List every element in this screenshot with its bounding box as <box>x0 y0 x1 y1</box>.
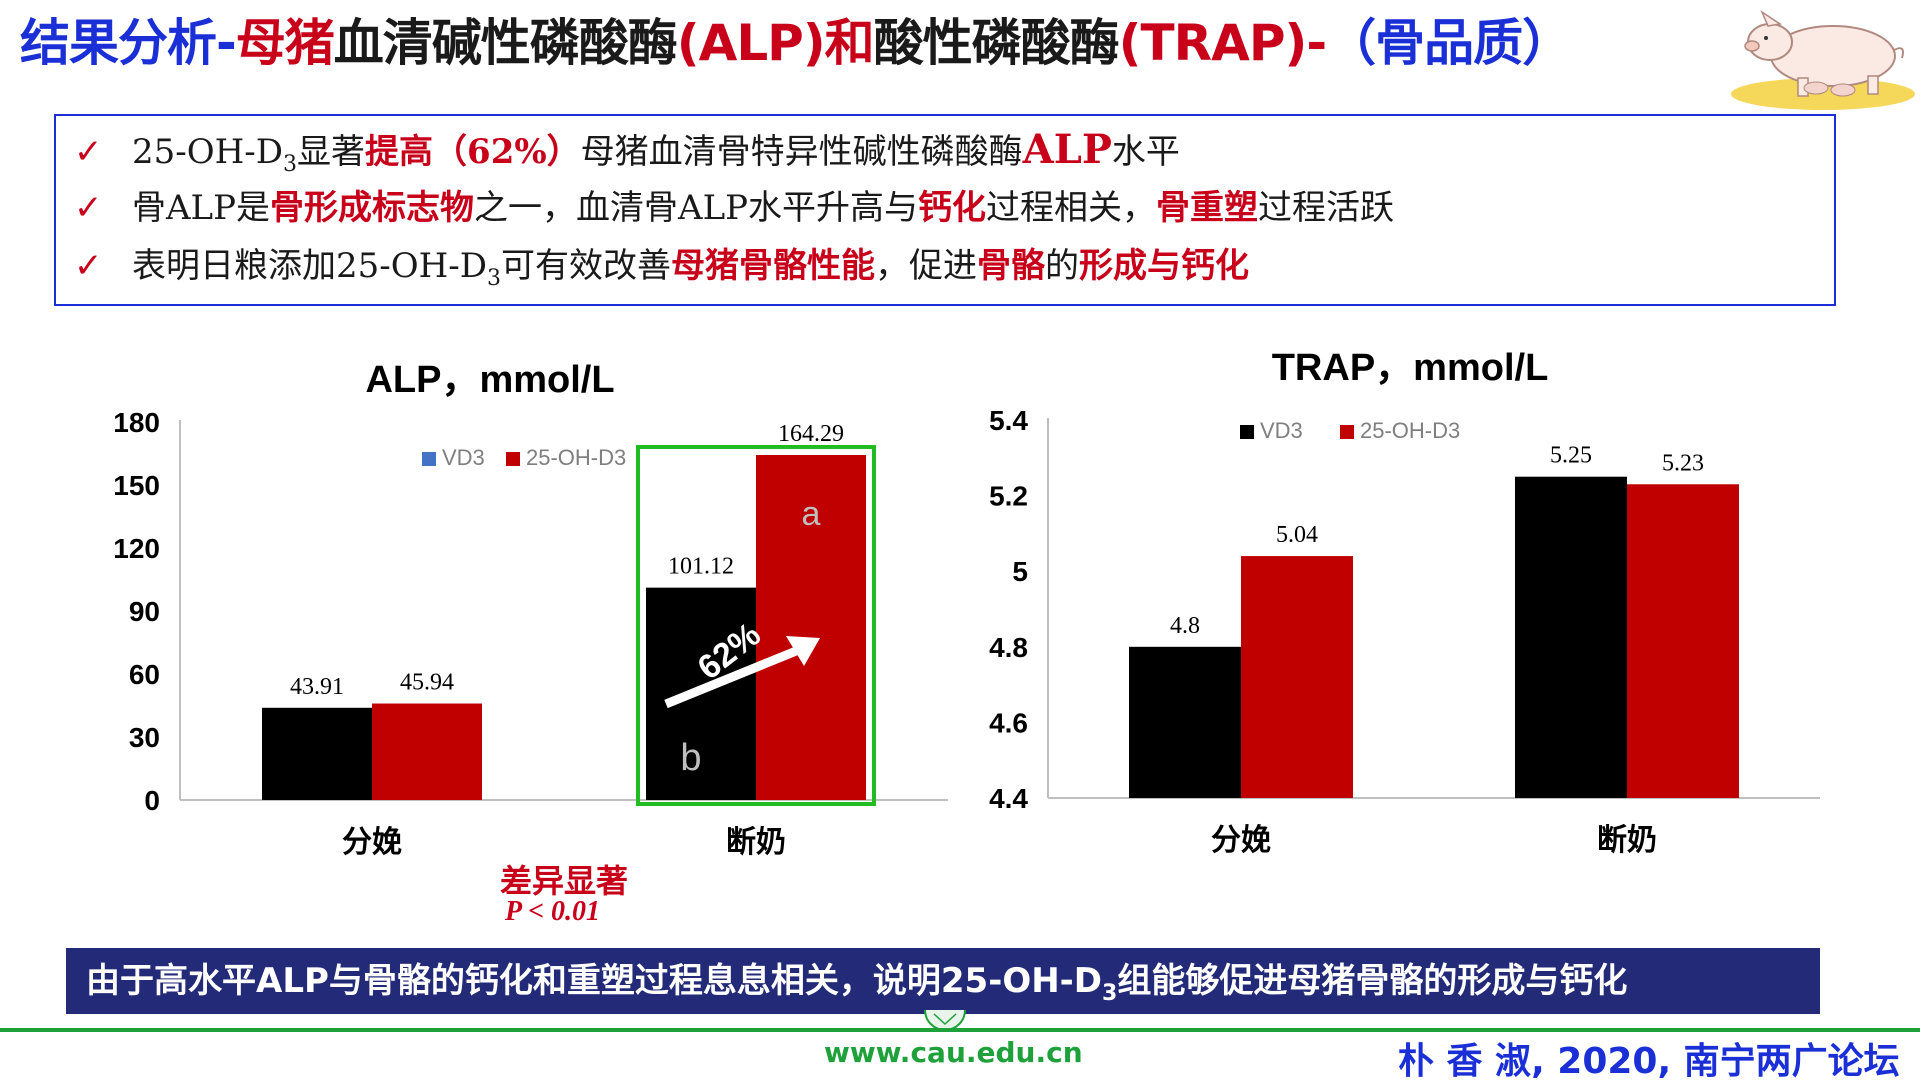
x-category-label: 断奶 <box>1597 823 1657 858</box>
b1-sub: 3 <box>283 151 298 177</box>
y-tick-label: 5 <box>1012 556 1028 587</box>
y-tick-label: 150 <box>113 470 160 501</box>
y-tick-label: 0 <box>144 785 160 816</box>
footer-url[interactable]: www.cau.edu.cn <box>824 1036 1083 1069</box>
bar-25ohd3 <box>1627 484 1739 798</box>
bar-25ohd3 <box>756 454 866 800</box>
b1-b: 显著 <box>297 132 366 172</box>
p-rest: < 0.01 <box>521 896 601 927</box>
b1-hi1: 提高（62%） <box>365 132 581 172</box>
significance-letter-a: a <box>802 495 821 533</box>
check-icon: ✓ <box>74 246 103 286</box>
title-part-5: 酸性磷酸酶 <box>873 14 1120 72</box>
y-tick-label: 4.8 <box>989 632 1028 663</box>
b2-a: 骨ALP是 <box>132 188 271 228</box>
x-category-label: 断奶 <box>726 825 786 860</box>
increase-arrow-icon <box>786 636 820 666</box>
y-tick-label: 30 <box>129 722 160 753</box>
data-label: 43.91 <box>290 674 344 700</box>
conclusion-sub: 3 <box>1102 980 1118 1006</box>
b3-c: ，促进 <box>875 246 978 286</box>
bar-vd3 <box>1129 646 1241 798</box>
bullet-line-3: ✓ 表明日粮添加25-OH-D3可有效改善母猪骨骼性能，促进骨骼的形成与钙化 <box>74 240 1249 292</box>
data-label: 101.12 <box>668 554 734 580</box>
key-points-box: ✓ 25-OH-D3显著提高（62%）母猪血清骨特异性碱性磷酸酶ALP水平 ✓ 骨A… <box>54 114 1836 306</box>
b2-d: 过程活跃 <box>1258 188 1395 228</box>
bar-vd3 <box>262 707 372 800</box>
y-tick-label: 5.2 <box>989 481 1028 512</box>
legend-swatch <box>1240 425 1254 439</box>
increase-arrow-shaft <box>664 642 808 709</box>
b2-b: 之一，血清骨ALP水平升高与 <box>474 188 919 228</box>
check-icon: ✓ <box>74 188 103 228</box>
p-value: P < 0.01 <box>505 896 600 928</box>
significance-label: 差异显著 <box>500 862 629 900</box>
significance-letter-b: b <box>680 737 701 779</box>
footer-divider <box>0 1028 1920 1032</box>
bullet-line-2: ✓ 骨ALP是骨形成标志物之一，血清骨ALP水平升高与钙化过程相关，骨重塑过程活跃 <box>74 182 1394 234</box>
trap-chart: TRAP，mmol/L 4.4 4.6 4.8 5 5.2 5.4 4.8 5.04 分娩 5.25… <box>989 347 1820 858</box>
legend-swatch <box>1340 425 1354 439</box>
slide-title: 结果分析-母猪血清碱性磷酸酶(ALP)和酸性磷酸酶(TRAP)-（骨品质） <box>20 8 1572 78</box>
data-label: 5.04 <box>1276 522 1318 548</box>
title-part-1: 结果分析- <box>20 14 237 72</box>
pig-icon <box>1731 9 1915 110</box>
data-label: 164.29 <box>778 421 844 447</box>
y-tick-label: 5.4 <box>989 405 1028 436</box>
legend-label: VD3 <box>1260 418 1303 443</box>
bar-vd3 <box>1515 476 1627 798</box>
b1-hi2: ALP <box>1022 126 1112 173</box>
b2-hi2: 钙化 <box>918 188 987 228</box>
legend-label: 25-OH-D3 <box>1360 418 1460 443</box>
b3-hi1: 母猪骨骼性能 <box>671 246 876 286</box>
legend-swatch <box>422 452 436 466</box>
b3-d: 的 <box>1045 246 1080 286</box>
b3-sub: 3 <box>487 265 502 291</box>
title-part-3: 血清碱性磷酸酶 <box>333 14 678 72</box>
b2-c: 过程相关， <box>986 188 1157 228</box>
legend-label: 25-OH-D3 <box>526 445 626 470</box>
chart-title: TRAP，mmol/L <box>1272 347 1549 389</box>
y-tick-label: 4.6 <box>989 707 1028 738</box>
legend-swatch <box>506 452 520 466</box>
b1-a: 25-OH-D <box>132 132 284 172</box>
b1-d: 水平 <box>1111 132 1180 172</box>
b3-b: 可有效改善 <box>501 246 672 286</box>
legend-label: VD3 <box>442 445 485 470</box>
p-italic: P <box>505 896 522 927</box>
check-icon: ✓ <box>74 132 103 172</box>
b3-a: 表明日粮添加25-OH-D <box>132 246 488 286</box>
title-part-7: （骨品质） <box>1326 14 1572 72</box>
b2-hi3: 骨重塑 <box>1156 188 1259 228</box>
bar-25ohd3 <box>1241 556 1353 798</box>
data-label: 45.94 <box>400 670 454 696</box>
bar-25ohd3 <box>372 703 482 800</box>
title-part-4: (ALP)和 <box>676 14 875 72</box>
alp-chart: ALP，mmol/L 0 30 60 90 120 150 180 43.91 45.94 分娩 10… <box>113 359 948 860</box>
data-label: 5.23 <box>1662 450 1704 476</box>
data-label: 4.8 <box>1170 613 1200 639</box>
footer-citation: 朴 香 淑, 2020, 南宁两广论坛 <box>1398 1041 1900 1082</box>
x-category-label: 分娩 <box>342 825 402 860</box>
data-label: 5.25 <box>1550 443 1592 469</box>
y-tick-label: 180 <box>113 407 160 438</box>
bullet-line-1: ✓ 25-OH-D3显著提高（62%）母猪血清骨特异性碱性磷酸酶ALP水平 <box>74 124 1180 177</box>
title-part-6: (TRAP)- <box>1118 14 1327 72</box>
conclusion-banner: 由于高水平ALP与骨骼的钙化和重塑过程息息相关，说明25-OH-D3组能够促进母… <box>66 948 1820 1014</box>
b3-hi3: 形成与钙化 <box>1079 246 1250 286</box>
b2-hi1: 骨形成标志物 <box>270 188 475 228</box>
b1-c: 母猪血清骨特异性碱性磷酸酶 <box>580 132 1023 172</box>
title-part-2: 母猪 <box>235 14 335 72</box>
y-tick-label: 90 <box>129 596 160 627</box>
y-tick-label: 4.4 <box>989 783 1028 814</box>
chart-title: ALP，mmol/L <box>365 359 614 401</box>
y-tick-label: 120 <box>113 533 160 564</box>
highlight-box <box>636 444 876 806</box>
conclusion-a: 由于高水平ALP与骨骼的钙化和重塑过程息息相关，说明25-OH-D <box>86 961 1103 1001</box>
conclusion-b: 组能够促进母猪骨骼的形成与钙化 <box>1117 961 1628 1001</box>
b3-hi2: 骨骼 <box>977 246 1046 286</box>
y-tick-label: 60 <box>129 659 160 690</box>
x-category-label: 分娩 <box>1211 823 1271 858</box>
